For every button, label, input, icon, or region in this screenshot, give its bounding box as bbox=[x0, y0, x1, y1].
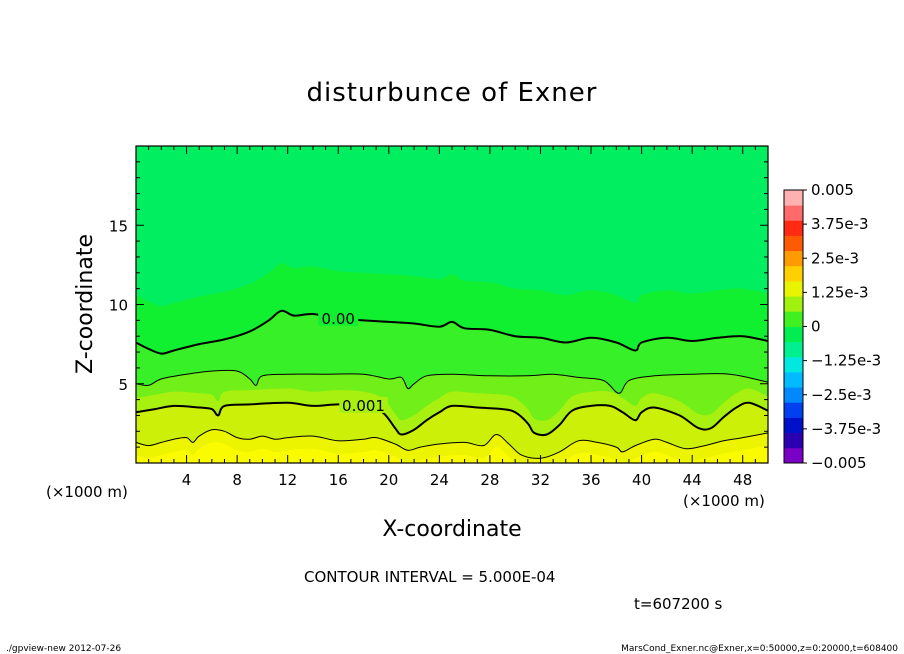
x-tick-label: 44 bbox=[683, 471, 702, 489]
colorbar-swatch bbox=[784, 402, 803, 418]
colorbar-label: −2.5e-3 bbox=[811, 386, 872, 404]
contour-label-bg bbox=[318, 309, 359, 326]
x-tick-label: 40 bbox=[632, 471, 651, 489]
x-tick-label: 28 bbox=[480, 471, 499, 489]
colorbar-label: 3.75e-3 bbox=[811, 215, 869, 233]
y-axis-unit: (×1000 m) bbox=[46, 483, 128, 501]
colorbar-swatch bbox=[784, 190, 803, 206]
colorbar-swatch bbox=[784, 281, 803, 297]
colorbar-label: 0 bbox=[811, 318, 821, 336]
colorbar-swatch bbox=[784, 311, 803, 327]
colorbar-swatch bbox=[784, 432, 803, 449]
x-tick-label: 4 bbox=[182, 471, 192, 489]
colorbar-label: 2.5e-3 bbox=[811, 249, 859, 267]
x-tick-label: 20 bbox=[379, 471, 398, 489]
y-tick-label: 5 bbox=[118, 376, 128, 394]
x-axis-title: X-coordinate bbox=[382, 517, 521, 542]
contour-label: 0.00 bbox=[322, 310, 355, 328]
colorbar-swatch bbox=[784, 220, 803, 236]
colorbar-swatch bbox=[784, 341, 803, 358]
contour-label: 0.001 bbox=[342, 397, 385, 415]
time-label: t=607200 s bbox=[634, 595, 722, 613]
contour-lines: 0.00 0.001 bbox=[136, 309, 768, 459]
y-tick-label: 10 bbox=[109, 297, 128, 315]
contour-label-bg bbox=[339, 396, 388, 413]
colorbar-label: −3.75e-3 bbox=[811, 420, 881, 438]
color-bands bbox=[136, 263, 768, 463]
colorbar-swatch bbox=[784, 326, 803, 343]
colorbar-labels: 0.005 3.75e-3 2.5e-3 1.25e-3 0 −1.25e-3 −2.5e-… bbox=[803, 181, 881, 472]
colorbar-swatch bbox=[784, 372, 803, 388]
contour-line bbox=[136, 401, 768, 437]
colorbar-label: −0.005 bbox=[811, 454, 867, 472]
color-band bbox=[136, 442, 768, 463]
x-tick-label: 12 bbox=[278, 471, 297, 489]
colorbar-swatch bbox=[784, 235, 803, 252]
colorbar-swatch bbox=[784, 205, 803, 221]
y-tick-label: 15 bbox=[109, 217, 128, 235]
contour-line bbox=[136, 369, 768, 394]
chart-title: disturbunce of Exner bbox=[307, 78, 598, 108]
colorbar-label: 0.005 bbox=[811, 181, 854, 199]
contour-interval: CONTOUR INTERVAL = 5.000E-04 bbox=[304, 568, 555, 586]
x-tick-label: 36 bbox=[581, 471, 600, 489]
colorbar-label: 1.25e-3 bbox=[811, 283, 869, 301]
x-axis-unit: (×1000 m) bbox=[683, 492, 765, 510]
y-axis-title: Z-coordinate bbox=[73, 234, 98, 374]
x-tick-label: 8 bbox=[232, 471, 242, 489]
contour-line bbox=[136, 428, 768, 459]
x-tick-label: 32 bbox=[531, 471, 550, 489]
colorbar-swatch bbox=[784, 447, 803, 464]
colorbar-swatch bbox=[784, 387, 803, 403]
contour-line bbox=[136, 309, 768, 355]
x-tick-label: 16 bbox=[329, 471, 348, 489]
colorbar-swatch bbox=[784, 250, 803, 267]
x-tick-label: 48 bbox=[733, 471, 752, 489]
footer-right: MarsCond_Exner.nc@Exner,x=0:50000,z=0:20… bbox=[621, 644, 898, 654]
footer-left: ./gpview-new 2012-07-26 bbox=[6, 644, 121, 654]
colorbar-label: −1.25e-3 bbox=[811, 352, 881, 370]
x-tick-label: 24 bbox=[430, 471, 449, 489]
colorbar-swatch bbox=[784, 356, 803, 373]
colorbar bbox=[783, 189, 804, 464]
colorbar-swatch bbox=[784, 417, 803, 434]
colorbar-swatch bbox=[784, 296, 803, 312]
colorbar-swatch bbox=[784, 265, 803, 282]
